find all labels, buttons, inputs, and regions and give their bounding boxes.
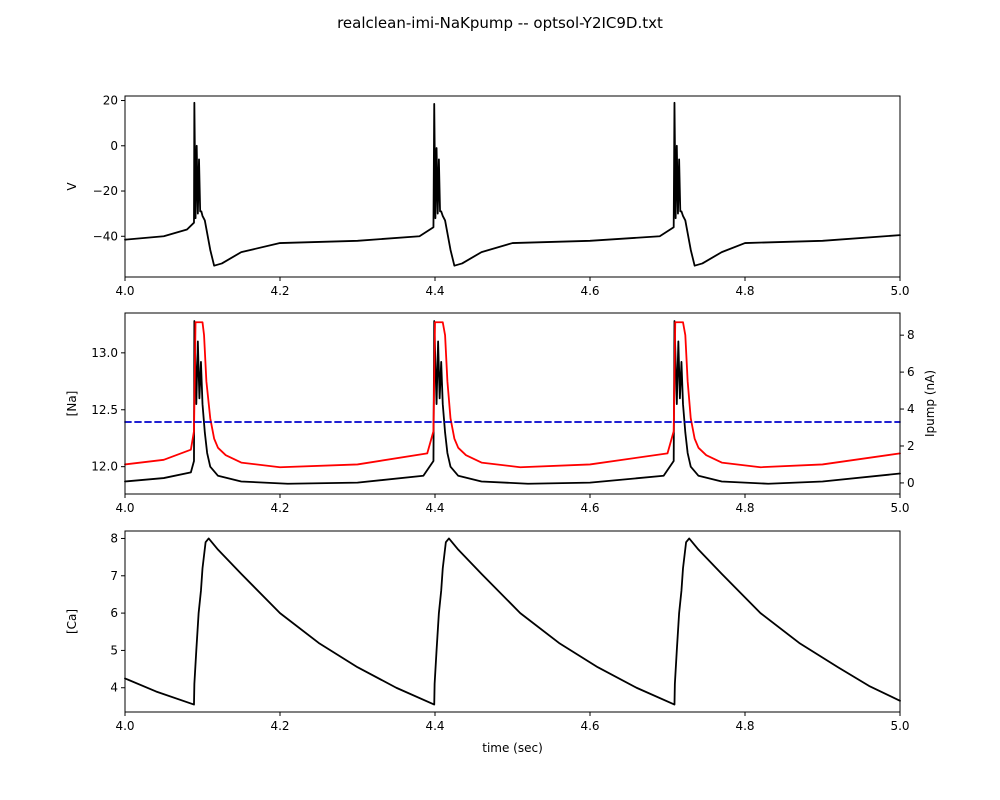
y-tick-label: −20 <box>93 184 118 198</box>
x-tick-label: 5.0 <box>890 501 909 515</box>
series-line-middle-1 <box>124 321 901 469</box>
y-axis-label: V <box>65 182 79 191</box>
x-tick-label: 4.8 <box>735 719 754 733</box>
series-line-top-0 <box>124 101 901 267</box>
y2-tick-label: 4 <box>907 402 915 416</box>
panel-middle: 4.0 4.2 4.4 4.6 4.8 5.0 13.0 12.5 12.0 8 6 4 2 0 [Na] I… <box>65 312 937 515</box>
y2-tick-label: 6 <box>907 365 915 379</box>
x-tick-label: 4.2 <box>270 501 289 515</box>
x-tick-label: 4.6 <box>580 719 599 733</box>
y-tick-label: 4 <box>110 681 118 695</box>
y2-axis-label: Ipump (nA) <box>923 370 937 437</box>
y-axis-label: [Na] <box>65 391 79 417</box>
panel-bottom: 4.0 4.2 4.4 4.6 4.8 5.0 8 7 6 5 4 [Ca] time (sec) <box>65 530 910 755</box>
y2-tick-label: 8 <box>907 328 915 342</box>
y2-tick-label: 0 <box>907 476 915 490</box>
x-tick-label: 4.4 <box>425 284 444 298</box>
x-tick-label: 4.4 <box>425 719 444 733</box>
y-tick-label: 7 <box>110 569 118 583</box>
y-tick-label: 12.0 <box>91 460 118 474</box>
axes-frame-top <box>124 95 901 278</box>
panel-top: 4.0 4.2 4.4 4.6 4.8 5.0 20 0 −20 −40 V <box>65 94 910 298</box>
series-line-middle-0 <box>124 320 901 485</box>
y-tick-label: 12.5 <box>91 403 118 417</box>
x-tick-label: 4.0 <box>115 719 134 733</box>
x-tick-label: 4.2 <box>270 284 289 298</box>
x-tick-label: 5.0 <box>890 284 909 298</box>
series-line-bottom-0 <box>124 537 901 706</box>
y-axis-label: [Ca] <box>65 609 79 634</box>
x-tick-label: 4.0 <box>115 501 134 515</box>
x-tick-label: 5.0 <box>890 719 909 733</box>
x-tick-label: 4.8 <box>735 501 754 515</box>
x-tick-label: 4.2 <box>270 719 289 733</box>
y2-tick-label: 2 <box>907 439 915 453</box>
x-tick-label: 4.6 <box>580 501 599 515</box>
y-tick-label: 20 <box>103 94 118 108</box>
y-tick-label: −40 <box>93 229 118 243</box>
y-tick-label: 6 <box>110 606 118 620</box>
y-tick-label: 0 <box>110 139 118 153</box>
x-tick-label: 4.6 <box>580 284 599 298</box>
x-tick-label: 4.8 <box>735 284 754 298</box>
y-tick-label: 8 <box>110 531 118 545</box>
x-tick-label: 4.4 <box>425 501 444 515</box>
y-tick-label: 13.0 <box>91 346 118 360</box>
axes-frame-bottom <box>124 530 901 713</box>
x-axis-label: time (sec) <box>482 741 543 755</box>
y-tick-label: 5 <box>110 643 118 657</box>
figure-title: realclean-imi-NaKpump -- optsol-Y2IC9D.t… <box>337 14 663 32</box>
x-tick-label: 4.0 <box>115 284 134 298</box>
axes-frame-middle <box>124 312 901 495</box>
